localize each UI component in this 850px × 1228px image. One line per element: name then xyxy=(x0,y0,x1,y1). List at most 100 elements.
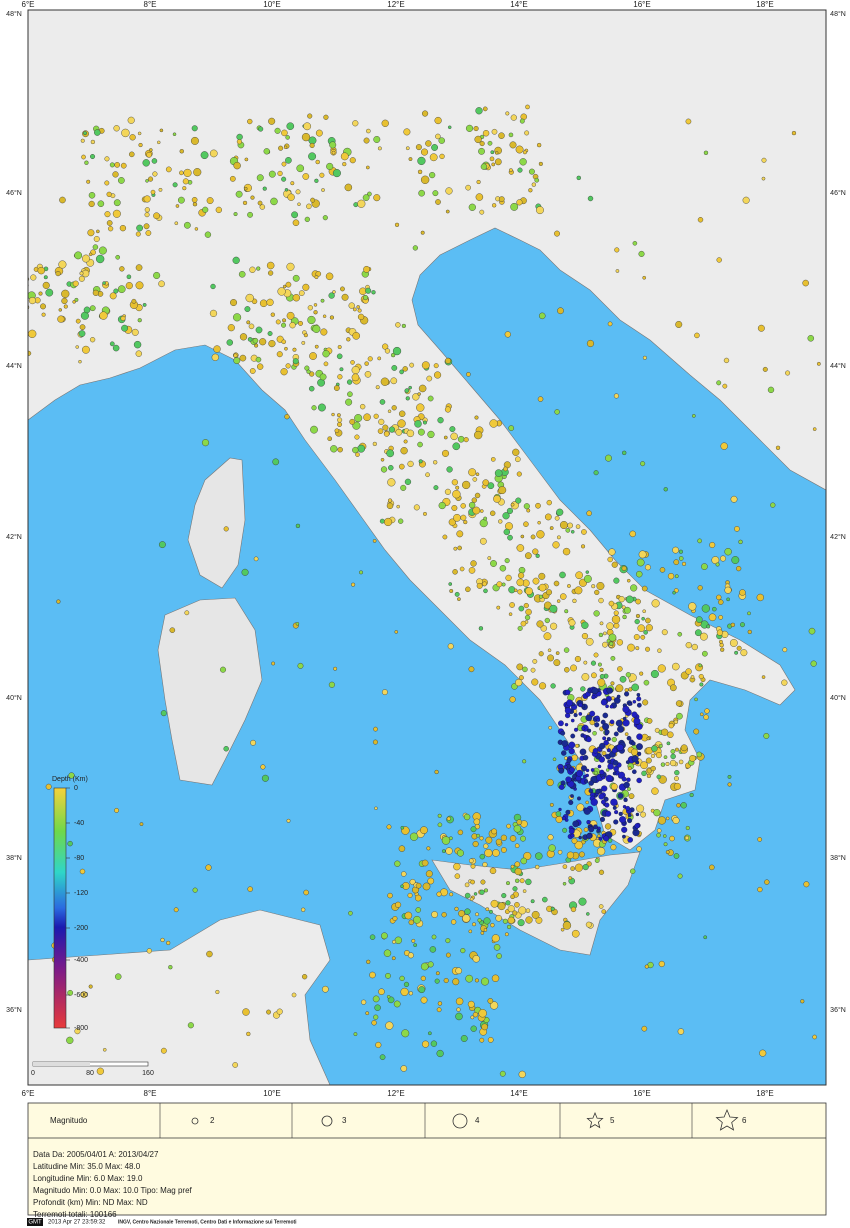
quake-dot xyxy=(284,346,288,351)
quake-dot-deep xyxy=(586,820,591,825)
quake-dot xyxy=(281,129,288,137)
quake-dot xyxy=(268,117,276,125)
quake-dot xyxy=(689,754,696,762)
quake-dot xyxy=(342,162,347,167)
quake-dot xyxy=(643,630,648,635)
quake-dot xyxy=(303,333,308,338)
quake-dot xyxy=(259,338,267,346)
quake-dot-deep xyxy=(606,748,611,753)
quake-dot xyxy=(599,621,604,626)
quake-dot xyxy=(408,991,413,996)
quake-dot-deep xyxy=(582,754,589,761)
quake-dot-sea xyxy=(142,302,147,307)
quake-dot-sea xyxy=(610,783,618,791)
lat-label: 48°N xyxy=(6,10,22,18)
quake-dot xyxy=(524,614,531,621)
quake-dot-deep xyxy=(636,777,642,784)
quake-dot xyxy=(151,158,158,164)
quake-dot xyxy=(645,646,651,652)
quake-dot-deep xyxy=(583,807,591,815)
quake-dot xyxy=(702,650,708,657)
quake-dot xyxy=(570,664,577,672)
quake-dot-sea xyxy=(515,678,523,687)
quake-dot xyxy=(420,826,428,834)
legend-label: 2 xyxy=(210,1116,215,1125)
quake-dot xyxy=(113,199,121,207)
quake-dot-deep xyxy=(603,835,610,842)
quake-dot xyxy=(375,385,380,390)
quake-dot xyxy=(382,424,389,431)
quake-dot-sea xyxy=(613,393,619,399)
lat-label: 40°N xyxy=(830,694,846,702)
quake-dot xyxy=(429,171,436,179)
quake-dot-deep xyxy=(599,816,606,822)
quake-dot xyxy=(448,518,456,526)
quake-dot xyxy=(514,588,518,593)
quake-dot-sea xyxy=(127,116,135,124)
quake-dot xyxy=(663,842,668,847)
quake-dot xyxy=(574,840,583,850)
quake-dot xyxy=(266,298,274,306)
quake-dot xyxy=(463,813,471,821)
quake-dot-sea xyxy=(722,383,728,389)
quake-dot xyxy=(464,882,470,888)
quake-dot xyxy=(408,919,415,926)
quake-dot xyxy=(672,816,680,824)
lat-label: 42°N xyxy=(830,533,846,541)
quake-dot-sea xyxy=(351,582,356,587)
quake-dot xyxy=(519,158,527,166)
quake-dot xyxy=(307,305,313,311)
lon-label: 10°E xyxy=(263,1089,280,1098)
quake-dot-deep xyxy=(607,759,612,764)
quake-dot xyxy=(630,584,638,592)
quake-dot xyxy=(672,546,679,554)
quake-dot xyxy=(523,602,529,609)
quake-dot xyxy=(571,754,578,762)
quake-dot xyxy=(567,584,571,588)
quake-dot xyxy=(10,254,13,257)
quake-dot xyxy=(474,135,482,144)
lat-label: 48°N xyxy=(830,10,846,18)
quake-dot xyxy=(112,344,120,352)
quake-dot xyxy=(378,418,385,425)
quake-dot xyxy=(747,629,752,635)
quake-dot xyxy=(446,466,453,473)
quake-dot xyxy=(355,452,360,457)
colorbar-title: Depth (Km) xyxy=(52,776,88,783)
quake-dot-sea xyxy=(447,643,454,650)
quake-dot-sea xyxy=(601,750,607,756)
quake-dot xyxy=(387,996,395,1004)
quake-dot xyxy=(74,251,83,260)
quake-dot xyxy=(133,340,142,349)
quake-dot-sea xyxy=(215,989,220,995)
quake-dot xyxy=(574,863,584,872)
quake-dot-sea xyxy=(379,1054,386,1061)
quake-dot xyxy=(373,1014,379,1020)
quake-dot-deep xyxy=(605,810,612,817)
quake-dot xyxy=(537,520,541,525)
quake-dot xyxy=(688,602,697,611)
quake-dot xyxy=(282,318,287,323)
quake-dot-sea xyxy=(519,118,525,124)
quake-dot xyxy=(550,622,558,630)
quake-dot-sea xyxy=(291,992,297,998)
quake-dot-sea xyxy=(434,769,439,775)
quake-dot xyxy=(6,285,12,291)
quake-dot xyxy=(699,632,708,641)
quake-dot xyxy=(421,1040,430,1048)
quake-dot xyxy=(152,171,158,177)
quake-dot-sea xyxy=(328,681,335,688)
quake-dot-sea xyxy=(267,331,273,336)
quake-dot xyxy=(135,281,144,290)
quake-dot-sea xyxy=(272,458,280,466)
quake-dot xyxy=(708,613,717,622)
quake-dot-sea xyxy=(166,940,171,946)
quake-dot-deep xyxy=(586,833,593,839)
quake-dot xyxy=(392,916,398,921)
quake-dot xyxy=(549,604,558,613)
quake-dot xyxy=(681,561,687,566)
quake-dot-sea xyxy=(233,161,241,170)
quake-dot xyxy=(563,647,570,653)
quake-dot xyxy=(308,152,317,161)
quake-dot xyxy=(394,860,401,867)
